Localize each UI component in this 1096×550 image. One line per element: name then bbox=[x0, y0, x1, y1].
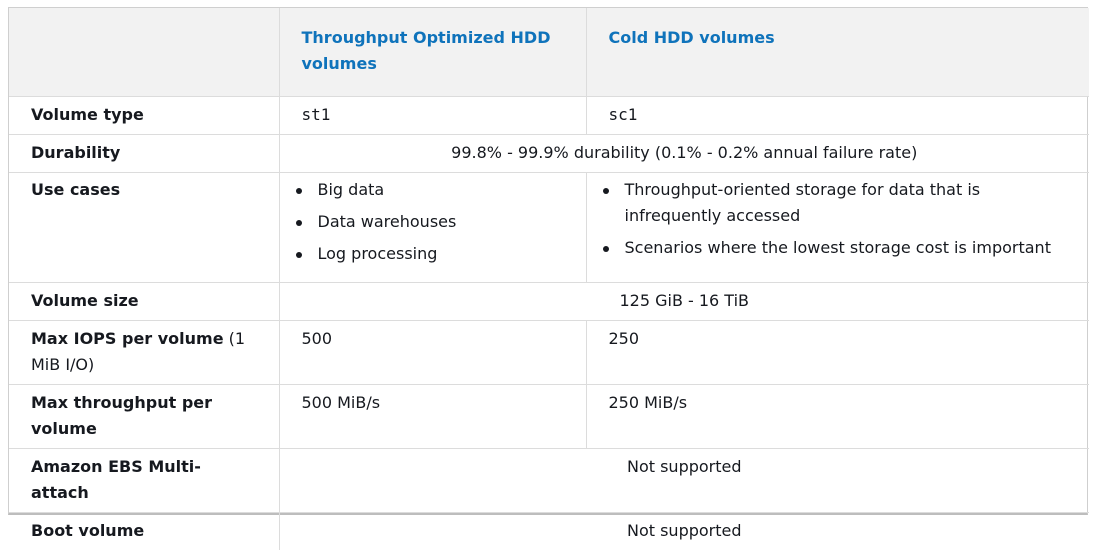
row-label-bold: Max IOPS per volume bbox=[31, 328, 224, 348]
header-sc1: Cold HDD volumes bbox=[585, 8, 1089, 97]
row-label: Max IOPS per volume (1 MiB I/O) bbox=[9, 319, 280, 385]
list-item: Big data bbox=[295, 177, 564, 203]
row-label: Amazon EBS Multi-attach bbox=[9, 447, 280, 513]
st1-use-cases: Big data Data warehouses Log processing bbox=[278, 171, 587, 283]
sc1-max-throughput: 250 MiB/s bbox=[585, 383, 1089, 449]
list-item: Data warehouses bbox=[295, 209, 564, 235]
row-label: Use cases bbox=[9, 171, 280, 283]
durability-value: 99.8% - 99.9% durability (0.1% - 0.2% an… bbox=[278, 133, 1089, 173]
row-label: Volume size bbox=[9, 281, 280, 321]
table-row-max-iops: Max IOPS per volume (1 MiB I/O) 500 250 bbox=[9, 319, 1089, 385]
table-header-row: Throughput Optimized HDD volumes Cold HD… bbox=[9, 8, 1089, 97]
table-row-volume-size: Volume size 125 GiB - 16 TiB bbox=[9, 281, 1089, 321]
row-label: Max throughput per volume bbox=[9, 383, 280, 449]
sc1-volume-type: sc1 bbox=[585, 95, 1089, 135]
row-label: Volume type bbox=[9, 95, 280, 135]
header-empty-cell bbox=[9, 8, 280, 97]
table-row-boot-volume: Boot volume Not supported bbox=[9, 511, 1089, 550]
st1-max-throughput: 500 MiB/s bbox=[278, 383, 587, 449]
table-row-volume-type: Volume type st1 sc1 bbox=[9, 95, 1089, 135]
list-item: Scenarios where the lowest storage cost … bbox=[602, 235, 1068, 261]
comparison-table: Throughput Optimized HDD volumes Cold HD… bbox=[8, 7, 1089, 550]
table-row-durability: Durability 99.8% - 99.9% durability (0.1… bbox=[9, 133, 1089, 173]
sc1-use-cases: Throughput-oriented storage for data tha… bbox=[585, 171, 1089, 283]
list-item: Throughput-oriented storage for data tha… bbox=[602, 177, 1068, 229]
table-row-max-throughput: Max throughput per volume 500 MiB/s 250 … bbox=[9, 383, 1089, 449]
row-label: Durability bbox=[9, 133, 280, 173]
row-label: Boot volume bbox=[9, 511, 280, 550]
st1-max-iops: 500 bbox=[278, 319, 587, 385]
list-item: Log processing bbox=[295, 241, 564, 267]
st1-volume-type: st1 bbox=[278, 95, 587, 135]
table-row-multi-attach: Amazon EBS Multi-attach Not supported bbox=[9, 447, 1089, 513]
sc1-use-case-list: Throughput-oriented storage for data tha… bbox=[591, 177, 1068, 261]
sc1-max-iops: 250 bbox=[585, 319, 1089, 385]
table-row-use-cases: Use cases Big data Data warehouses Log p… bbox=[9, 171, 1089, 283]
row-label-plain: (1 MiB I/O) bbox=[31, 328, 246, 374]
volume-size-value: 125 GiB - 16 TiB bbox=[278, 281, 1089, 321]
boot-volume-value: Not supported bbox=[278, 511, 1089, 550]
header-st1: Throughput Optimized HDD volumes bbox=[278, 8, 587, 97]
multi-attach-value: Not supported bbox=[278, 447, 1089, 513]
st1-use-case-list: Big data Data warehouses Log processing bbox=[284, 177, 564, 267]
hdd-volume-table: Throughput Optimized HDD volumes Cold HD… bbox=[9, 8, 1089, 550]
